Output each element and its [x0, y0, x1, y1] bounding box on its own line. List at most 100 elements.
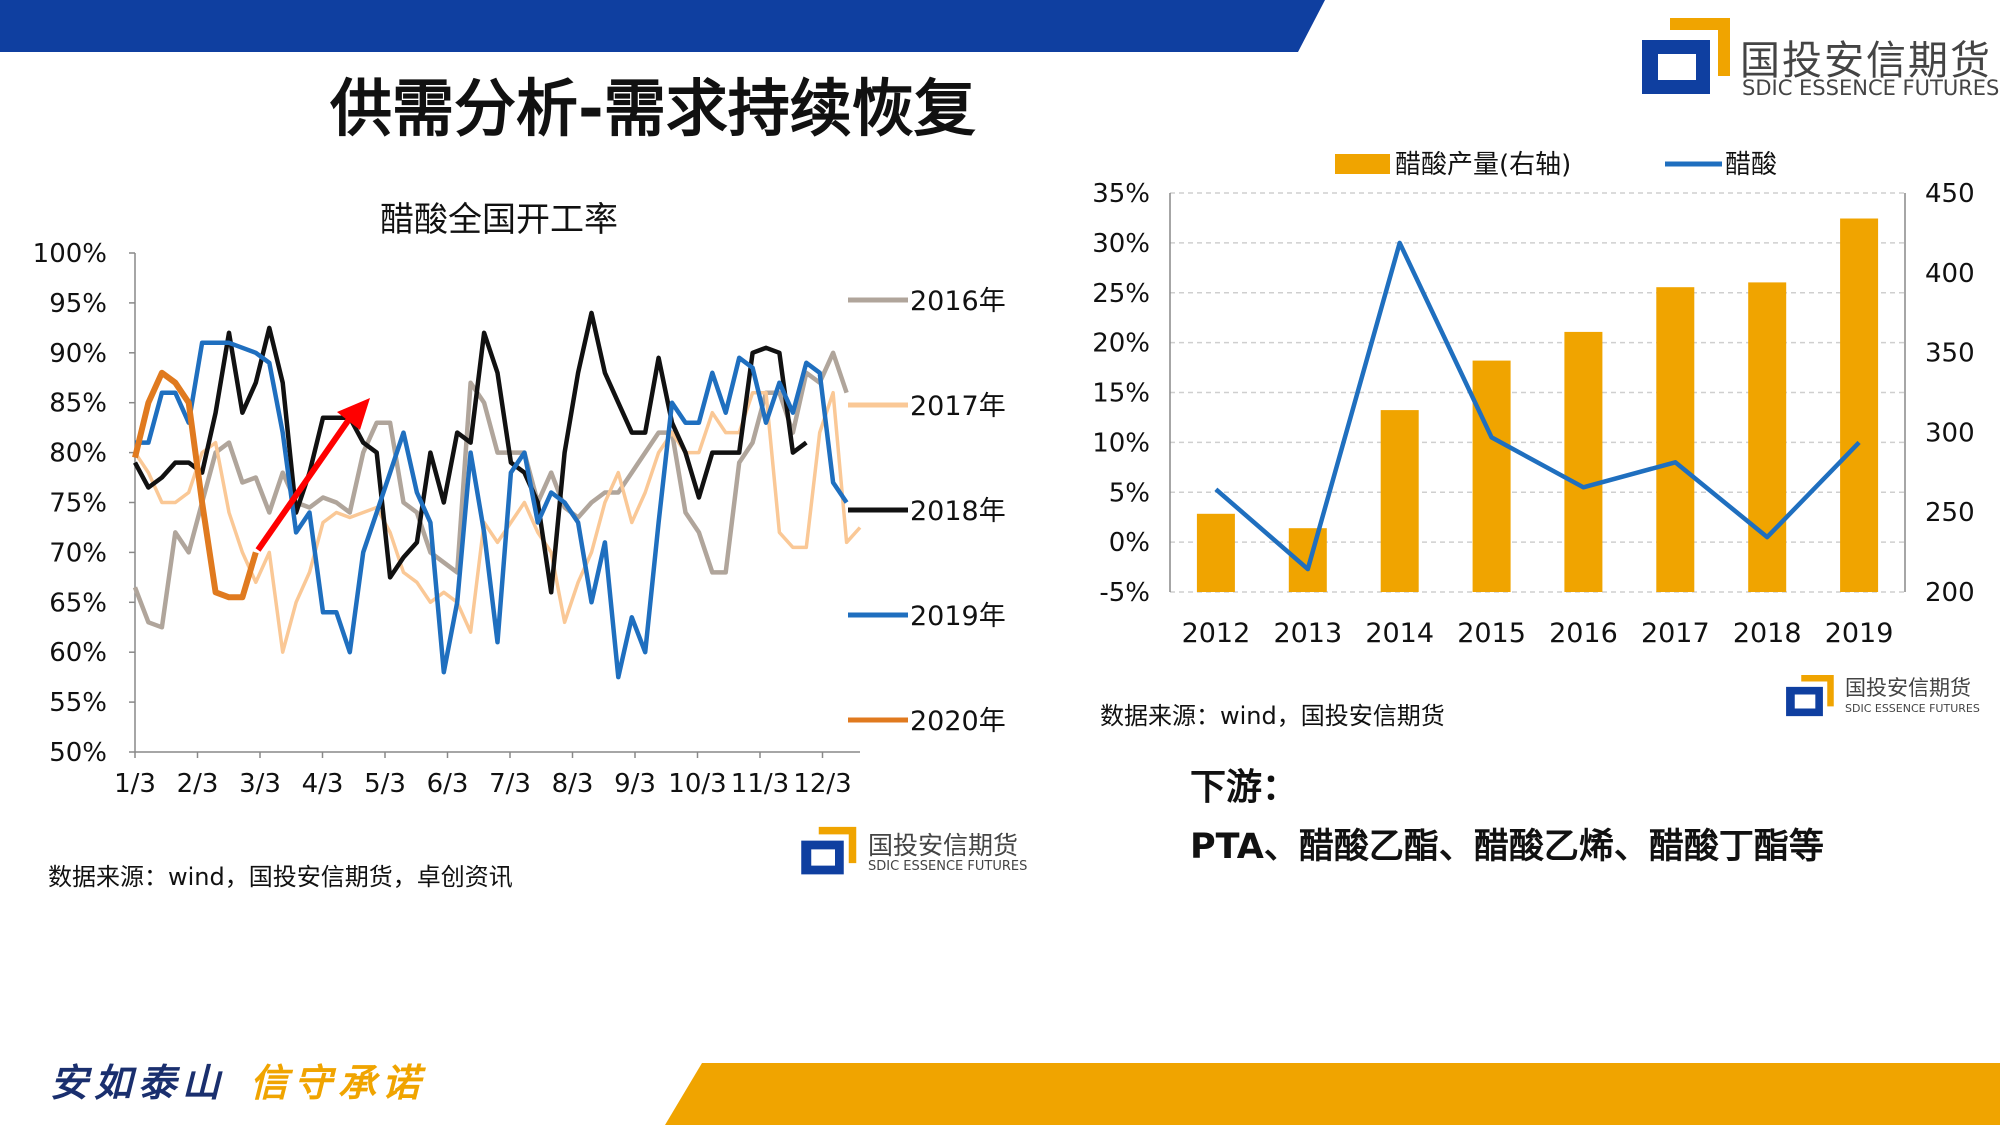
- y-tick-label: 85%: [49, 389, 107, 419]
- right-brand-logo: 国投安信期货 SDIC ESSENCE FUTURES: [1785, 672, 1995, 722]
- right-chart-bars: [1196, 218, 1879, 592]
- series-line-2020年: [132, 369, 259, 601]
- right-chart-gridlines: [1169, 192, 1906, 593]
- x-tick-label: 2014: [1365, 618, 1434, 649]
- right-chart-legend: 醋酸产量(右轴) 醋酸: [1335, 150, 1777, 180]
- left-brand-logo-cn: 国投安信期货: [868, 831, 1019, 860]
- left-y-tick-label: -5%: [1099, 578, 1150, 608]
- left-brand-logo: 国投安信期货 SDIC ESSENCE FUTURES: [800, 822, 1030, 880]
- x-tick-label: 6/3: [427, 769, 469, 799]
- x-tick-label: 1/3: [114, 769, 156, 799]
- brand-logo-en: SDIC ESSENCE FUTURES: [1742, 76, 2000, 100]
- legend-label: 2019年: [910, 601, 1006, 632]
- legend-label: 2020年: [910, 706, 1006, 737]
- y-tick-label: 80%: [49, 439, 107, 469]
- bar-2019: [1840, 218, 1879, 592]
- downstream-note: 下游： PTA、醋酸乙酯、醋酸乙烯、醋酸丁酯等: [1190, 758, 1824, 869]
- bar-2015: [1472, 360, 1511, 592]
- y-tick-label: 70%: [49, 538, 107, 568]
- legend-label-line: 醋酸: [1725, 150, 1777, 180]
- downstream-heading: 下游：: [1190, 767, 1299, 808]
- y-tick-label: 50%: [49, 738, 107, 768]
- x-tick-label: 4/3: [302, 769, 344, 799]
- left-y-tick-label: 10%: [1092, 428, 1150, 458]
- legend-label: 2017年: [910, 391, 1006, 422]
- x-tick-label: 9/3: [614, 769, 656, 799]
- y-tick-label: 75%: [49, 489, 107, 519]
- series-line-2017年: [133, 390, 862, 654]
- right-y-tick-label: 350: [1925, 339, 1975, 369]
- left-chart-title: 醋酸全国开工率: [380, 200, 618, 240]
- downstream-text: PTA、醋酸乙酯、醋酸乙烯、醋酸丁酯等: [1190, 827, 1824, 867]
- legend-label: 2016年: [910, 286, 1006, 317]
- top-banner-blue-band: [0, 0, 1325, 52]
- left-y-tick-label: 25%: [1092, 279, 1150, 309]
- bar-2012: [1196, 513, 1235, 592]
- footer-slogan: 安如泰山 信守承诺: [50, 1052, 426, 1107]
- right-chart-x-ticks: 2012 2013 2014 2015 2016 2017 2018 2019: [1182, 618, 1894, 649]
- left-y-tick-label: 20%: [1092, 329, 1150, 359]
- brand-logo: 国投安信期货 SDIC ESSENCE FUTURES: [1640, 14, 1999, 104]
- arrow-shaft: [255, 413, 355, 552]
- line-series: [1214, 240, 1861, 572]
- left-chart-x-ticks: 1/3 2/3 3/3 4/3 5/3 6/3 7/3 8/3 9/3 10/3 11/3 12/3: [114, 752, 852, 799]
- right-chart-right-y-ticks: 450 400 350 300 250 200: [1925, 179, 1975, 608]
- bar-2014: [1380, 410, 1419, 592]
- left-chart-legend: 2016年 2017年 2018年 2019年 2020年: [848, 286, 1006, 737]
- right-brand-logo-cn: 国投安信期货: [1845, 676, 1971, 700]
- x-tick-label: 7/3: [489, 769, 531, 799]
- left-line-chart: 100% 95% 90% 85% 80% 75% 70% 65% 60% 55% 50% 1/3 2/…: [33, 239, 1006, 799]
- y-tick-label: 55%: [49, 688, 107, 718]
- right-bar-line-chart: 35% 30% 25% 20% 15% 10% 5% 0% -5% 450 400 350 300 25…: [1092, 150, 1975, 649]
- right-chart-left-y-ticks: 35% 30% 25% 20% 15% 10% 5% 0% -5%: [1092, 179, 1150, 608]
- left-y-tick-label: 30%: [1092, 229, 1150, 259]
- brand-logo-cn: 国投安信期货: [1740, 38, 1992, 84]
- y-tick-label: 60%: [49, 638, 107, 668]
- x-tick-label: 2013: [1273, 618, 1342, 649]
- top-banner: [0, 0, 1325, 52]
- right-brand-logo-mark-icon: [1786, 674, 1834, 717]
- left-y-tick-label: 0%: [1109, 528, 1150, 558]
- slogan-part-1: 安如泰山: [50, 1060, 227, 1105]
- x-tick-label: 12/3: [793, 769, 851, 799]
- page-title: 供需分析-需求持续恢复: [330, 72, 976, 145]
- right-y-tick-label: 450: [1925, 179, 1975, 209]
- x-tick-label: 8/3: [552, 769, 594, 799]
- legend-label-bar: 醋酸产量(右轴): [1395, 150, 1571, 180]
- left-y-tick-label: 5%: [1109, 478, 1150, 508]
- series-line-2019年: [135, 340, 849, 680]
- right-y-tick-label: 200: [1925, 578, 1975, 608]
- x-tick-label: 2015: [1457, 618, 1526, 649]
- y-tick-label: 65%: [49, 588, 107, 618]
- right-y-tick-label: 400: [1925, 259, 1975, 289]
- x-tick-label: 2018: [1733, 618, 1802, 649]
- left-y-tick-label: 35%: [1092, 179, 1150, 209]
- left-chart-y-ticks: 100% 95% 90% 85% 80% 75% 70% 65% 60% 55% 50%: [33, 239, 135, 768]
- x-tick-label: 2016: [1549, 618, 1618, 649]
- left-brand-logo-en: SDIC ESSENCE FUTURES: [868, 859, 1028, 874]
- legend-swatch-bar: [1335, 154, 1390, 174]
- bottom-banner: [665, 1063, 2000, 1125]
- bar-2018: [1748, 282, 1787, 592]
- x-tick-label: 2017: [1641, 618, 1710, 649]
- bar-2017: [1656, 287, 1695, 592]
- y-tick-label: 90%: [49, 339, 107, 369]
- brand-logo-mark-icon: [1642, 18, 1730, 94]
- slogan-part-2: 信守承诺: [250, 1060, 427, 1105]
- x-tick-label: 2019: [1825, 618, 1894, 649]
- x-tick-label: 2/3: [177, 769, 219, 799]
- y-tick-label: 95%: [49, 289, 107, 319]
- x-tick-label: 2012: [1182, 618, 1251, 649]
- right-chart-source: 数据来源：wind，国投安信期货: [1100, 702, 1445, 730]
- x-tick-label: 5/3: [364, 769, 406, 799]
- bar-2016: [1564, 331, 1603, 592]
- left-chart-source: 数据来源：wind，国投安信期货，卓创资讯: [48, 863, 513, 891]
- left-y-tick-label: 15%: [1092, 379, 1150, 409]
- right-y-tick-label: 300: [1925, 418, 1975, 448]
- x-tick-label: 10/3: [668, 769, 726, 799]
- right-chart-line: [1214, 240, 1861, 572]
- series-line-2018年: [133, 310, 808, 595]
- bottom-banner-orange-band: [665, 1063, 2000, 1125]
- left-brand-logo-mark-icon: [801, 826, 857, 875]
- series-line-2016年: [132, 350, 849, 630]
